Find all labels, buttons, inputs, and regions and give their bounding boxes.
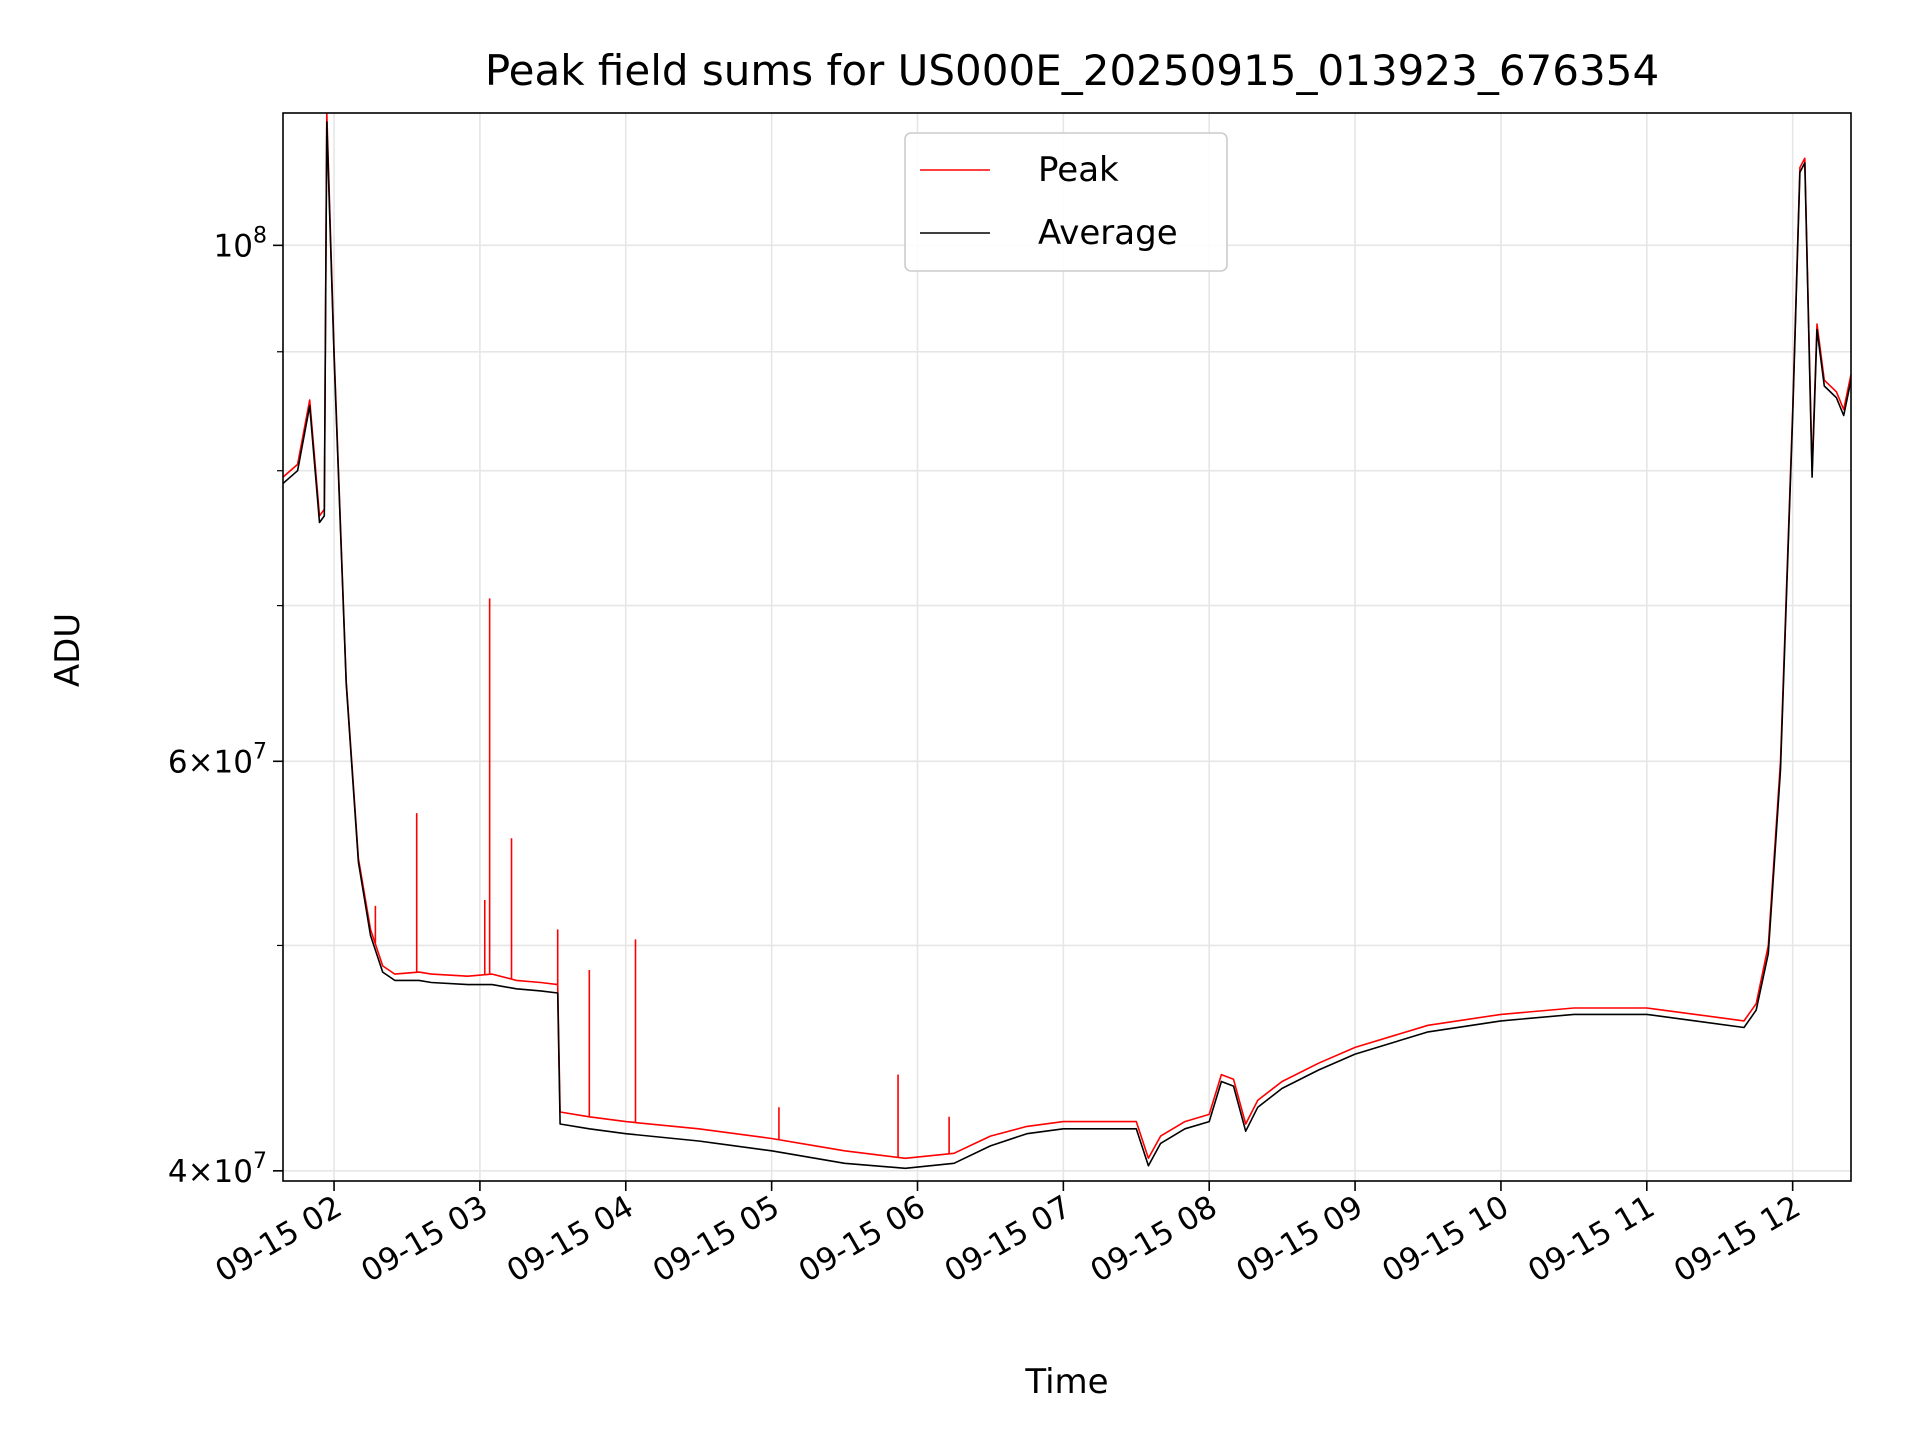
grid-lines (283, 113, 1851, 1181)
x-axis-label: Time (1024, 1362, 1108, 1402)
chart-title: Peak field sums for US000E_20250915_0139… (485, 46, 1659, 95)
y-tick-times: × (188, 744, 214, 780)
y-tick-label: 108 (214, 223, 267, 264)
y-tick-times: × (188, 1154, 214, 1190)
legend-label-peak: Peak (1038, 150, 1119, 190)
series-line-average (283, 121, 1851, 1170)
y-tick-exponent: 8 (253, 223, 267, 248)
y-axis-label: ADU (48, 613, 88, 687)
y-tick-mantissa: 4 (168, 1154, 188, 1190)
legend: Peak Average (904, 132, 1228, 272)
y-tick-exponent: 7 (253, 1149, 267, 1174)
y-tick-label: 4×107 (168, 1149, 267, 1190)
legend-label-average: Average (1038, 213, 1178, 253)
y-tick-mantissa: 6 (168, 744, 188, 780)
y-tick-base: 10 (214, 744, 253, 780)
y-tick-base: 10 (214, 228, 253, 264)
y-tick-label: 6×107 (168, 739, 267, 780)
legend-box (904, 132, 1228, 272)
y-tick-exponent: 7 (253, 739, 267, 764)
plot-frame (282, 112, 1852, 1182)
y-tick-base: 10 (214, 1154, 253, 1190)
plot-series (283, 113, 1851, 1170)
